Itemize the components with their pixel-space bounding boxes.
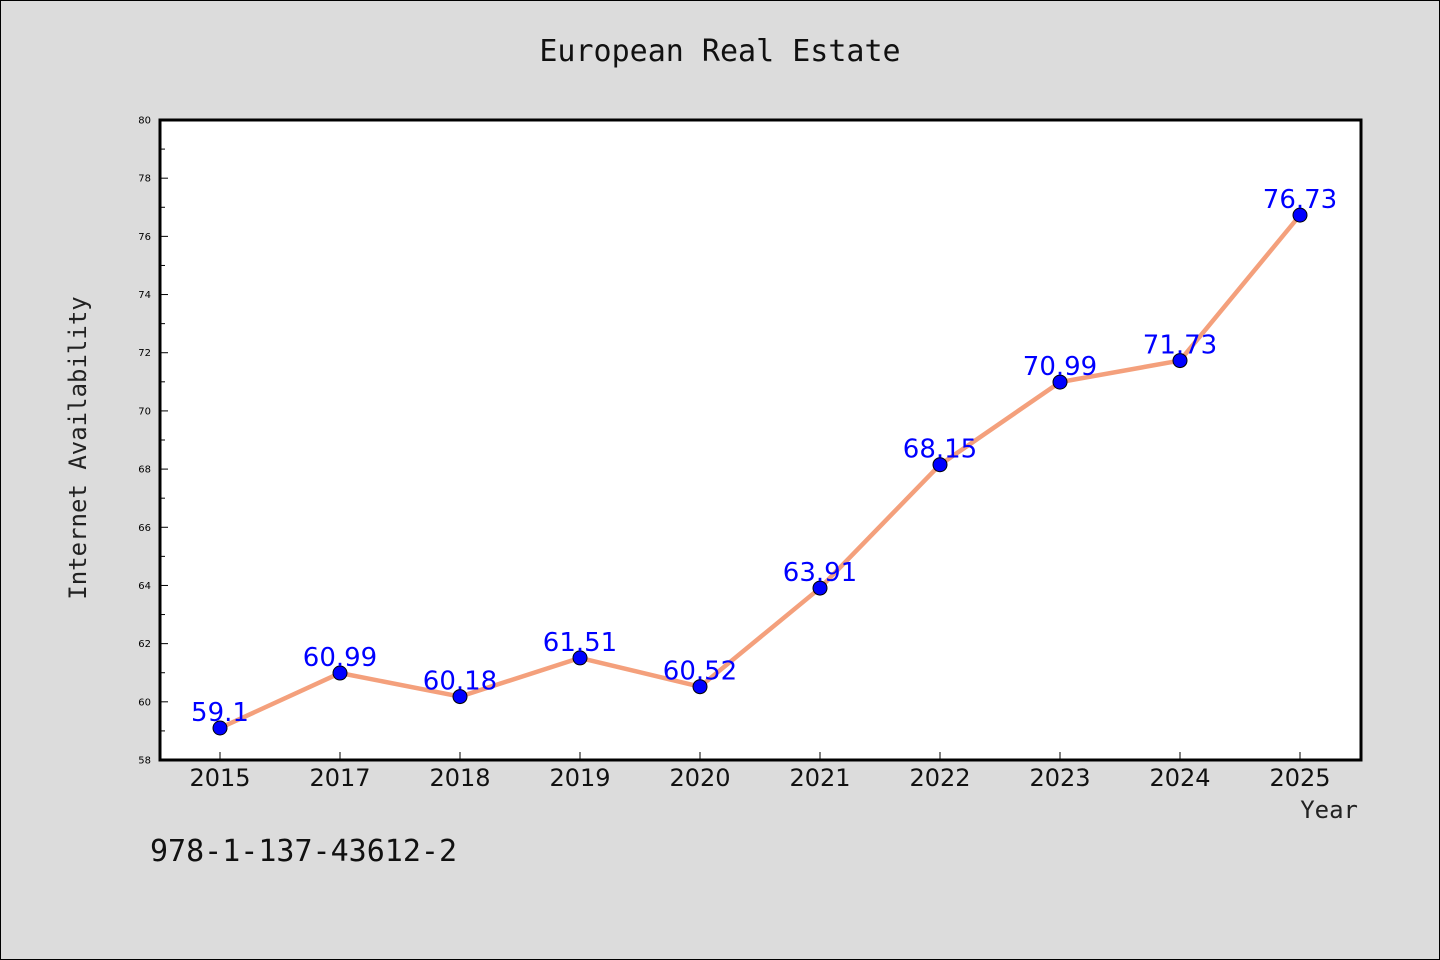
- data-label: 59.1: [191, 698, 249, 728]
- x-tick-label: 2019: [549, 764, 610, 792]
- data-point: [1172, 353, 1188, 369]
- y-tick-label: 70: [138, 406, 151, 417]
- data-label: 60.99: [303, 643, 377, 673]
- data-label: 71.73: [1143, 331, 1217, 361]
- data-label: 76.73: [1263, 185, 1337, 215]
- x-tick-label: 2023: [1029, 764, 1090, 792]
- data-label: 60.18: [423, 667, 497, 697]
- y-tick-label: 62: [138, 639, 151, 650]
- data-point: [332, 665, 348, 681]
- data-label: 60.52: [663, 657, 737, 687]
- series-line: [219, 213, 1302, 731]
- x-tick-label: 2017: [309, 764, 370, 792]
- y-tick-label: 60: [138, 697, 151, 708]
- data-point: [572, 650, 588, 666]
- y-tick-label: 78: [138, 174, 151, 185]
- x-axis-label: Year: [1300, 796, 1358, 824]
- plot-area: [160, 120, 1361, 760]
- x-tick-label: 2025: [1269, 764, 1330, 792]
- chart-title: European Real Estate: [539, 34, 901, 69]
- data-point: [692, 679, 708, 695]
- plot-border: [158, 118, 1363, 762]
- x-tick-label: 2022: [909, 764, 970, 792]
- data-point: [932, 457, 948, 473]
- y-tick-label: 64: [138, 581, 151, 592]
- data-label: 70.99: [1023, 352, 1097, 382]
- data-point: [212, 720, 228, 736]
- data-point: [1052, 374, 1068, 390]
- isbn-footnote: 978-1-137-43612-2: [150, 834, 458, 869]
- y-tick-label: 68: [138, 465, 151, 476]
- y-tick-label: 76: [138, 232, 151, 243]
- data-label: 68.15: [903, 435, 977, 465]
- y-tick-label: 66: [138, 523, 151, 534]
- y-tick-label: 58: [138, 756, 151, 767]
- data-point: [1292, 207, 1308, 223]
- x-tick-label: 2018: [429, 764, 490, 792]
- data-label: 63.91: [783, 558, 857, 588]
- x-tick-label: 2015: [189, 764, 250, 792]
- y-tick-label: 72: [138, 348, 151, 359]
- x-tick-label: 2021: [789, 764, 850, 792]
- data-point: [452, 689, 468, 705]
- data-point: [812, 580, 828, 596]
- y-tick-label: 80: [138, 116, 151, 127]
- data-label: 61.51: [543, 628, 617, 658]
- x-tick-label: 2020: [669, 764, 730, 792]
- y-tick-label: 74: [138, 290, 151, 301]
- x-tick-label: 2024: [1149, 764, 1210, 792]
